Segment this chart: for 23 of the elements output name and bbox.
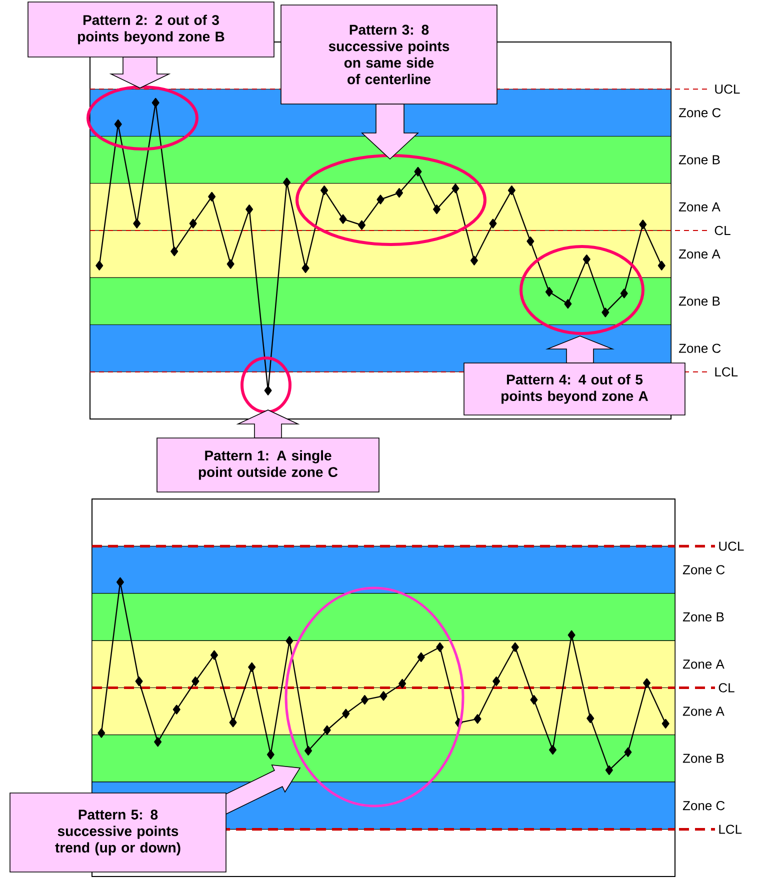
ref-line-label: UCL <box>719 542 744 551</box>
band-label: Zone B <box>682 612 724 622</box>
band-label: Zone B <box>682 754 724 763</box>
band-label: Zone B <box>678 155 720 164</box>
ref-line-label: UCL <box>715 84 740 94</box>
ref-line-label: CL <box>714 226 730 236</box>
band-label: Zone A <box>678 202 720 212</box>
band-label: Zone C <box>678 108 721 118</box>
text: Pattern 2: 2 out of 3 points beyond zone B <box>78 14 224 44</box>
text: Pattern 1: A single point outside zone C <box>198 450 338 480</box>
ref-line-label: LCL <box>719 824 742 834</box>
band-label: Zone C <box>682 801 725 810</box>
annotation: Pattern 4: 4 out of 5 points beyond zone A <box>502 374 648 404</box>
band-label: Zone A <box>682 706 724 716</box>
ref-line-label: LCL <box>715 367 738 376</box>
text: Pattern 3: 8 successive points on same side of centerline <box>328 24 450 84</box>
annotation: Pattern 5: 8 successive points trend (up or down) <box>55 810 180 856</box>
band-label: Zone C <box>678 344 721 353</box>
band-label: Zone A <box>682 660 724 669</box>
ref-line-label: CL <box>718 683 734 692</box>
band-label: Zone B <box>678 296 720 306</box>
band-label: Zone C <box>682 565 725 574</box>
band-label: Zone A <box>678 250 720 259</box>
